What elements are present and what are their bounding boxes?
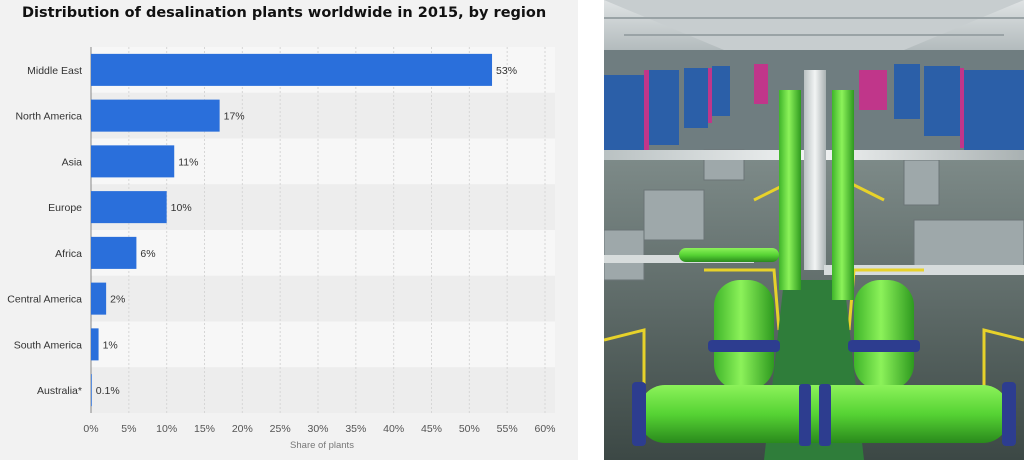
row-band <box>91 321 555 368</box>
bar <box>91 236 137 269</box>
category-label: Europe <box>48 202 82 214</box>
category-label: Central America <box>7 294 82 306</box>
data-label: 1% <box>103 339 118 351</box>
category-label: South America <box>14 339 82 351</box>
x-tick-label: 0% <box>83 423 98 435</box>
x-tick-label: 55% <box>497 423 518 435</box>
category-label: Africa <box>55 248 82 260</box>
data-label: 11% <box>178 156 198 168</box>
chart-title: Distribution of desalination plants worl… <box>22 5 547 21</box>
data-label: 10% <box>171 202 192 214</box>
category-label: Middle East <box>27 65 82 77</box>
x-tick-label: 45% <box>421 423 442 435</box>
bar <box>91 99 220 132</box>
row-band <box>91 275 555 322</box>
x-tick-label: 35% <box>345 423 366 435</box>
bar <box>91 282 107 315</box>
x-tick-label: 5% <box>121 423 136 435</box>
x-tick-label: 15% <box>194 423 215 435</box>
data-label: 6% <box>140 248 155 260</box>
x-tick-label: 30% <box>307 423 328 435</box>
data-label: 53% <box>496 65 517 77</box>
desalination-plant-photo <box>604 0 1024 460</box>
bar <box>91 145 175 178</box>
x-tick-label: 60% <box>534 423 555 435</box>
category-label: Asia <box>62 156 83 168</box>
bar <box>91 53 493 86</box>
data-label: 2% <box>110 294 125 306</box>
x-tick-label: 10% <box>156 423 177 435</box>
bar-chart: 0% 5% 10% 15% 20% 25% 30% 35% 40% 45% 50% 55% 60% Mid… <box>7 47 556 451</box>
bar <box>91 374 92 407</box>
category-label: North America <box>15 111 82 123</box>
x-tick-label: 20% <box>232 423 253 435</box>
x-tick-label: 25% <box>270 423 291 435</box>
row-band <box>91 367 555 413</box>
photo-illustration <box>604 0 1024 460</box>
bar <box>91 191 167 224</box>
data-label: 0.1% <box>96 385 120 397</box>
x-tick-label: 50% <box>459 423 480 435</box>
x-axis-title: Share of plants <box>290 440 354 451</box>
category-label: Australia* <box>37 385 82 397</box>
chart-panel: Distribution of desalination plants worl… <box>0 0 578 460</box>
x-tick-label: 40% <box>383 423 404 435</box>
row-band <box>91 184 555 230</box>
row-band <box>91 230 555 276</box>
bar <box>91 328 99 361</box>
data-label: 17% <box>224 111 245 123</box>
